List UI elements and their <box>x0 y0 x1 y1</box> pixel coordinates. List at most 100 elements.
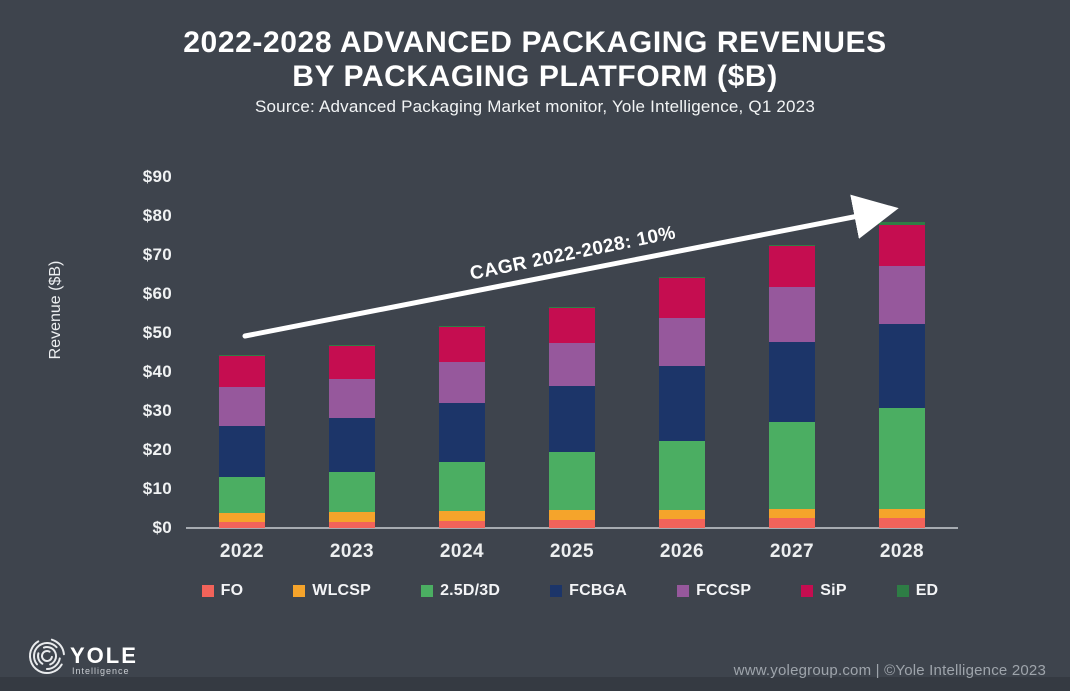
legend-item-25d3d: 2.5D/3D <box>421 582 500 600</box>
bar-segment-fo-2023 <box>329 522 375 528</box>
bar-segment-sip-2027 <box>769 246 815 287</box>
legend-item-fcbga: FCBGA <box>550 582 627 600</box>
legend-label: FCBGA <box>569 582 628 599</box>
legend-label: FO <box>220 582 244 599</box>
legend-swatch-icon <box>677 585 690 597</box>
footer-band <box>0 677 1070 691</box>
bar-segment-wlcsp-2026 <box>659 510 705 519</box>
source-line: Source: Advanced Packaging Market monito… <box>254 97 816 116</box>
x-axis-label-2028: 2028 <box>879 541 925 562</box>
bar-segment-sip-2022 <box>219 356 265 387</box>
bar-segment-ed-2022 <box>219 355 265 356</box>
bar-segment-25d3d-2024 <box>439 462 485 511</box>
bar-segment-fcbga-2027 <box>769 342 815 422</box>
legend-item-sip: SiP <box>801 582 846 600</box>
bar-segment-25d3d-2022 <box>219 477 265 513</box>
x-axis-label-2022: 2022 <box>219 541 265 562</box>
page-title: 2022-2028 ADVANCED PACKAGING REVENUES BY… <box>0 26 1070 94</box>
legend-label: ED <box>915 582 939 599</box>
y-axis-tick-label: $30 <box>142 401 172 420</box>
bar-segment-fcbga-2024 <box>439 403 485 462</box>
bar-segment-ed-2028 <box>879 222 925 225</box>
legend-swatch-icon <box>421 585 434 597</box>
bar-segment-25d3d-2025 <box>549 452 595 510</box>
bar-segment-ed-2027 <box>769 245 815 246</box>
yole-logo: YOLE Intelligence <box>26 634 176 685</box>
bar-segment-ed-2025 <box>549 307 595 308</box>
bar-segment-fcbga-2028 <box>879 324 925 408</box>
legend-item-wlcsp: WLCSP <box>293 582 371 600</box>
bar-segment-ed-2023 <box>329 345 375 346</box>
legend-label: WLCSP <box>312 582 372 599</box>
bar-segment-fccsp-2027 <box>769 287 815 342</box>
bar-segment-25d3d-2028 <box>879 408 925 509</box>
legend-swatch-icon <box>201 585 214 597</box>
bar-segment-fcbga-2026 <box>659 366 705 441</box>
bar-segment-wlcsp-2023 <box>329 512 375 522</box>
bar-segment-25d3d-2026 <box>659 441 705 510</box>
bar-segment-25d3d-2027 <box>769 422 815 509</box>
bar-segment-fcbga-2025 <box>549 386 595 452</box>
x-axis-label-2023: 2023 <box>329 541 375 562</box>
legend-item-fccsp: FCCSP <box>677 582 751 600</box>
bar-segment-sip-2025 <box>549 308 595 343</box>
bar-segment-wlcsp-2024 <box>439 511 485 521</box>
bar-segment-fccsp-2028 <box>879 266 925 324</box>
y-axis-tick-label: $80 <box>142 206 172 225</box>
bar-segment-sip-2024 <box>439 327 485 362</box>
yole-logo-icon: YOLE Intelligence <box>29 638 138 676</box>
y-axis-tick-label: $20 <box>142 440 172 459</box>
bar-segment-fo-2026 <box>659 519 705 528</box>
title-line-1: 2022-2028 ADVANCED PACKAGING REVENUES <box>183 26 887 59</box>
y-axis-tick-label: $40 <box>142 362 172 381</box>
bar-segment-fo-2025 <box>549 520 595 528</box>
bar-segment-fccsp-2025 <box>549 343 595 386</box>
legend-item-ed: ED <box>896 582 939 600</box>
yole-logo-wordmark: YOLE <box>70 643 138 668</box>
copyright-credit: www.yolegroup.com | ©Yole Intelligence 2… <box>733 662 1046 679</box>
chart-legend: FO WLCSP 2.5D/3D FCBGA FCCSP SiP ED <box>160 582 980 600</box>
bar-segment-fo-2022 <box>219 522 265 528</box>
bar-segment-fo-2024 <box>439 521 485 528</box>
legend-swatch-icon <box>801 585 814 597</box>
y-axis-title: Revenue ($B) <box>47 260 64 360</box>
bar-segment-wlcsp-2027 <box>769 509 815 518</box>
bar-segment-ed-2026 <box>659 277 705 278</box>
bar-segment-ed-2024 <box>439 326 485 327</box>
bar-segment-sip-2026 <box>659 278 705 318</box>
legend-item-fo: FO <box>201 582 244 600</box>
bar-segment-25d3d-2023 <box>329 472 375 512</box>
bar-segment-wlcsp-2028 <box>879 509 925 518</box>
legend-swatch-icon <box>293 585 306 597</box>
bar-segment-fcbga-2022 <box>219 426 265 477</box>
bar-segment-fo-2027 <box>769 518 815 528</box>
bar-segment-fccsp-2026 <box>659 318 705 366</box>
bar-segment-fcbga-2023 <box>329 418 375 472</box>
legend-label: 2.5D/3D <box>440 582 501 599</box>
bar-segment-fccsp-2022 <box>219 387 265 426</box>
bar-segment-fccsp-2024 <box>439 362 485 403</box>
title-line-2: BY PACKAGING PLATFORM ($B) <box>292 60 778 93</box>
bar-segment-sip-2023 <box>329 346 375 379</box>
y-axis-tick-label: $90 <box>142 167 172 186</box>
x-axis-line <box>186 527 958 529</box>
x-axis-label-2025: 2025 <box>549 541 595 562</box>
legend-swatch-icon <box>550 585 563 597</box>
y-axis-tick-label: $0 <box>152 518 172 537</box>
y-axis-tick-label: $60 <box>142 284 172 303</box>
legend-label: SiP <box>820 582 847 599</box>
bar-segment-wlcsp-2022 <box>219 513 265 522</box>
bar-segment-sip-2028 <box>879 225 925 266</box>
bar-segment-fo-2028 <box>879 518 925 528</box>
legend-swatch-icon <box>896 585 909 597</box>
y-axis-tick-label: $70 <box>142 245 172 264</box>
legend-label: FCCSP <box>696 582 752 599</box>
x-axis-label-2024: 2024 <box>439 541 485 562</box>
x-axis-label-2027: 2027 <box>769 541 815 562</box>
y-axis-tick-label: $10 <box>142 479 172 498</box>
bar-segment-wlcsp-2025 <box>549 510 595 520</box>
yole-logo-subtext: Intelligence <box>72 666 130 676</box>
bar-segment-fccsp-2023 <box>329 379 375 418</box>
